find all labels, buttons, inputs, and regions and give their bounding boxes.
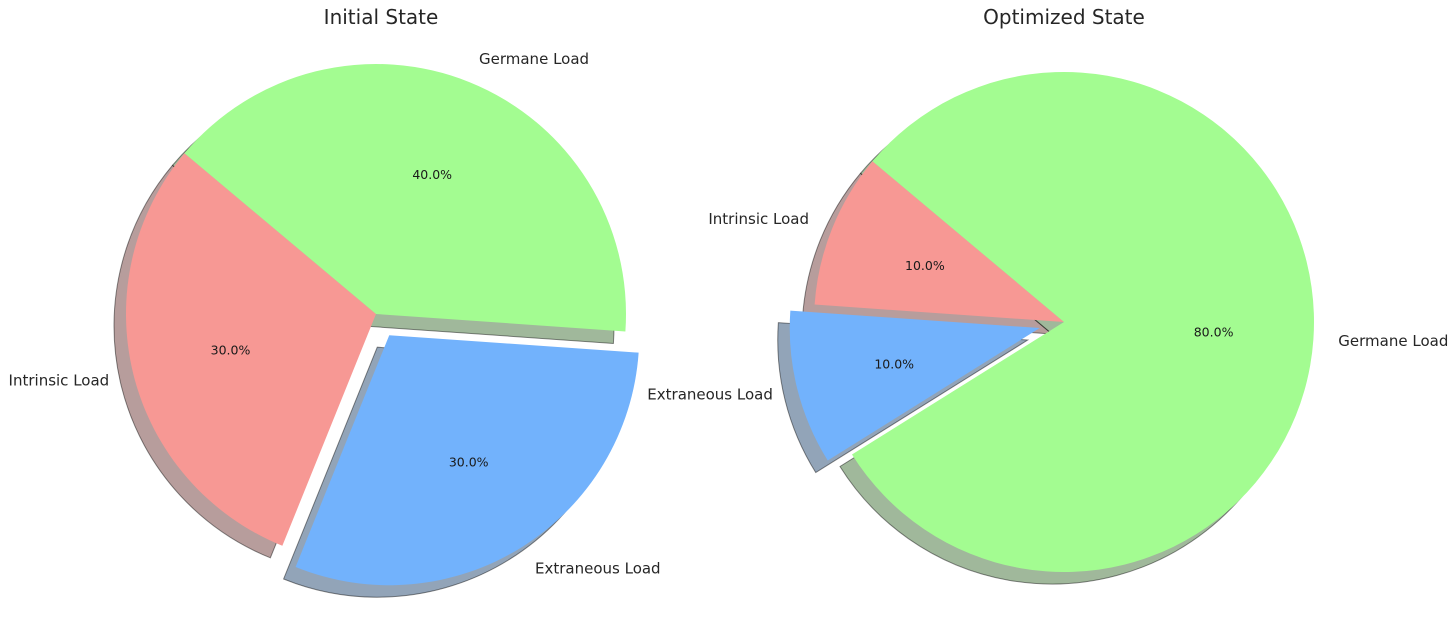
chart-title: Optimized State bbox=[983, 5, 1145, 29]
germane-load-percent-label: 40.0% bbox=[412, 167, 452, 182]
intrinsic-load-percent-label: 10.0% bbox=[905, 258, 945, 273]
chart-title: Initial State bbox=[324, 5, 439, 29]
germane-load-label: Germane Load bbox=[479, 50, 589, 68]
germane-load-wedge bbox=[851, 71, 1315, 572]
pie-chart-optimized-state: Optimized State Intrinsic Load 10.0% Extra… bbox=[647, 5, 1448, 585]
extraneous-load-label: Extraneous Load bbox=[647, 386, 773, 404]
intrinsic-load-wedge bbox=[814, 161, 1064, 322]
germane-load-label: Germane Load bbox=[1338, 332, 1448, 350]
extraneous-load-percent-label: 30.0% bbox=[449, 454, 489, 469]
extraneous-load-wedge bbox=[789, 310, 1040, 461]
extraneous-load-wedge bbox=[295, 335, 639, 586]
intrinsic-load-label: Intrinsic Load bbox=[9, 372, 110, 390]
intrinsic-load-label: Intrinsic Load bbox=[708, 210, 809, 228]
extraneous-load-label: Extraneous Load bbox=[535, 559, 661, 577]
pie-chart-initial-state: Initial State Intrinsic Load 30.0% Extrane… bbox=[9, 5, 661, 598]
intrinsic-load-percent-label: 30.0% bbox=[211, 342, 251, 357]
intrinsic-load-wedge bbox=[125, 153, 376, 546]
extraneous-load-percent-label: 10.0% bbox=[874, 356, 914, 371]
germane-load-percent-label: 80.0% bbox=[1194, 325, 1234, 340]
germane-load-wedge bbox=[184, 63, 626, 332]
